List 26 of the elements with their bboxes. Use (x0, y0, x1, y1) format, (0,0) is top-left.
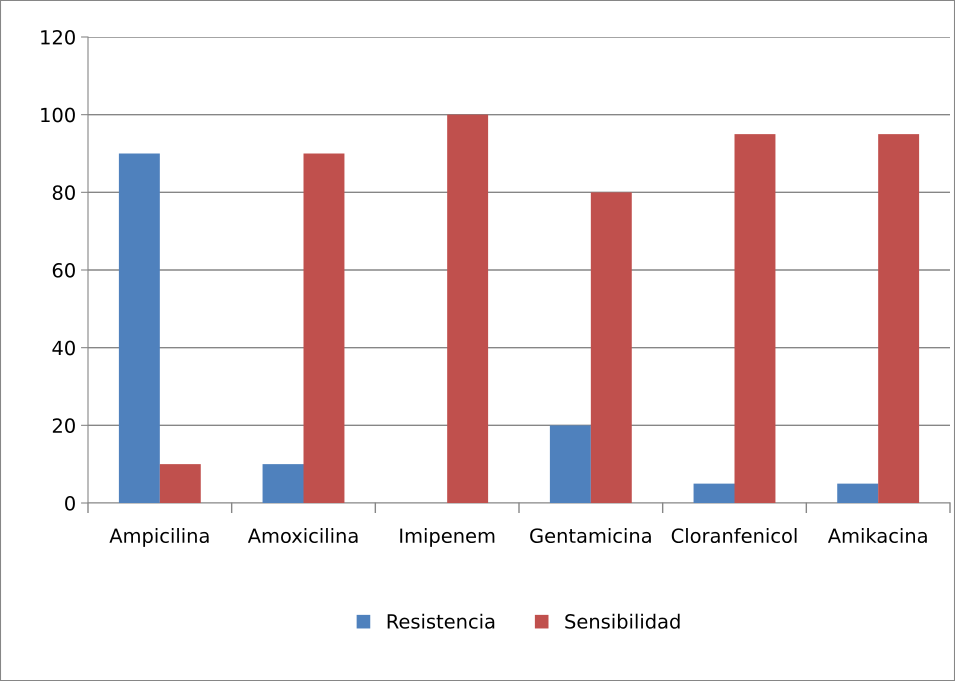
bar (304, 154, 344, 503)
x-tick-label: Imipenem (400, 528, 494, 547)
bar (550, 425, 591, 503)
bar (118, 154, 160, 503)
bar (694, 484, 734, 503)
y-tick-label: 60 (52, 262, 75, 278)
y-tick-label: 40 (52, 340, 75, 356)
bar (447, 114, 488, 503)
bar (262, 464, 304, 503)
x-tick-label: Cloranfenicol (672, 528, 796, 544)
y-tick-label: 100 (41, 108, 75, 122)
bar (590, 192, 632, 503)
x-tick-label: Amoxicilina (248, 528, 358, 544)
y-tick-label: 80 (52, 185, 75, 200)
bar (160, 464, 201, 503)
bar (878, 134, 920, 503)
x-tick-label: Gentamicina (530, 528, 651, 544)
y-tick-label: 120 (41, 30, 75, 45)
legend-label: Resistencia (388, 614, 494, 629)
y-tick-label: 20 (52, 418, 75, 433)
x-tick-label: Ampicilina (109, 528, 209, 547)
y-tick-label: 0 (65, 496, 75, 511)
bar (837, 484, 878, 503)
legend-label: Sensibilidad (565, 614, 680, 629)
bar (734, 134, 776, 503)
x-tick-label: Amikacina (828, 528, 927, 544)
